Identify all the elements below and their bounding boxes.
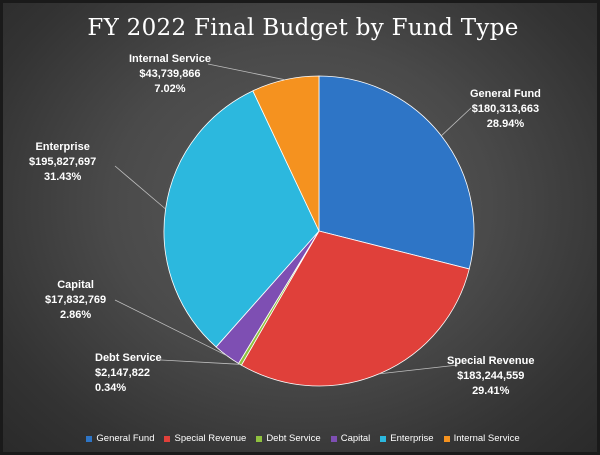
legend-item-debt-service: Debt Service: [256, 433, 321, 444]
legend-swatch-debt-service: [256, 435, 263, 442]
legend-item-internal-service: Internal Service: [443, 433, 520, 444]
data-label-capital: Capital $17,832,769 2.86%: [45, 278, 106, 323]
label-name-internal-service: Internal Service: [129, 53, 211, 65]
pie-slice-special-revenue: [240, 230, 470, 387]
legend-swatch-internal-service: [443, 435, 450, 442]
leader-line-capital: [114, 299, 228, 357]
label-value-capital: $17,832,769: [45, 294, 107, 306]
legend-item-general-fund: General Fund: [86, 433, 154, 444]
legend-item-capital: Capital: [330, 433, 371, 444]
label-value-general-fund: $180,313,663: [471, 103, 540, 115]
label-value-enterprise: $195,827,697: [29, 156, 97, 168]
label-value-special-revenue: $183,244,559: [457, 370, 525, 382]
label-percent-enterprise: 31.43%: [43, 171, 82, 183]
data-label-general-fund: General Fund $180,313,663 28.94%: [470, 87, 541, 132]
leader-line-debt-service: [160, 359, 240, 365]
label-name-debt-service: Debt Service: [95, 352, 162, 364]
data-label-special-revenue: Special Revenue $183,244,559 29.41%: [447, 354, 534, 399]
legend-item-special-revenue: Special Revenue: [164, 433, 246, 444]
label-name-capital: Capital: [57, 279, 94, 291]
legend-label-general-fund: General Fund: [96, 433, 155, 444]
label-percent-internal-service: 7.02%: [154, 83, 186, 95]
data-label-debt-service: Debt Service $2,147,822 0.34%: [95, 351, 162, 396]
pie-slice-internal-service: [252, 75, 320, 232]
label-name-special-revenue: Special Revenue: [447, 355, 535, 367]
label-value-debt-service: $2,147,822: [95, 367, 151, 379]
leader-line-general-fund: [441, 107, 472, 137]
legend-swatch-capital: [330, 435, 337, 442]
label-name-general-fund: General Fund: [470, 88, 541, 100]
label-percent-debt-service: 0.34%: [95, 382, 127, 394]
legend-swatch-special-revenue: [164, 435, 171, 442]
legend-label-debt-service: Debt Service: [266, 433, 321, 444]
label-value-internal-service: $43,739,866: [139, 68, 201, 80]
leader-line-enterprise: [114, 165, 166, 210]
legend-swatch-general-fund: [86, 435, 93, 442]
label-percent-capital: 2.86%: [59, 309, 92, 321]
legend-item-enterprise: Enterprise: [380, 433, 434, 444]
legend-label-capital: Capital: [340, 433, 371, 444]
legend-label-internal-service: Internal Service: [453, 433, 520, 444]
chart-legend: General Fund Special Revenue Debt Servic…: [3, 433, 600, 444]
pie-chart: [114, 63, 475, 387]
label-percent-general-fund: 28.94%: [486, 118, 525, 130]
leader-line-special-revenue: [379, 364, 459, 375]
legend-swatch-enterprise: [380, 435, 387, 442]
legend-label-enterprise: Enterprise: [390, 433, 434, 444]
label-name-enterprise: Enterprise: [35, 141, 90, 153]
leader-line-internal-service: [207, 63, 286, 81]
data-label-internal-service: Internal Service $43,739,866 7.02%: [129, 52, 211, 97]
chart-title: FY 2022 Final Budget by Fund Type: [87, 15, 519, 41]
data-label-enterprise: Enterprise $195,827,697 31.43%: [29, 140, 96, 185]
label-percent-special-revenue: 29.41%: [472, 385, 510, 397]
legend-label-special-revenue: Special Revenue: [174, 433, 247, 444]
